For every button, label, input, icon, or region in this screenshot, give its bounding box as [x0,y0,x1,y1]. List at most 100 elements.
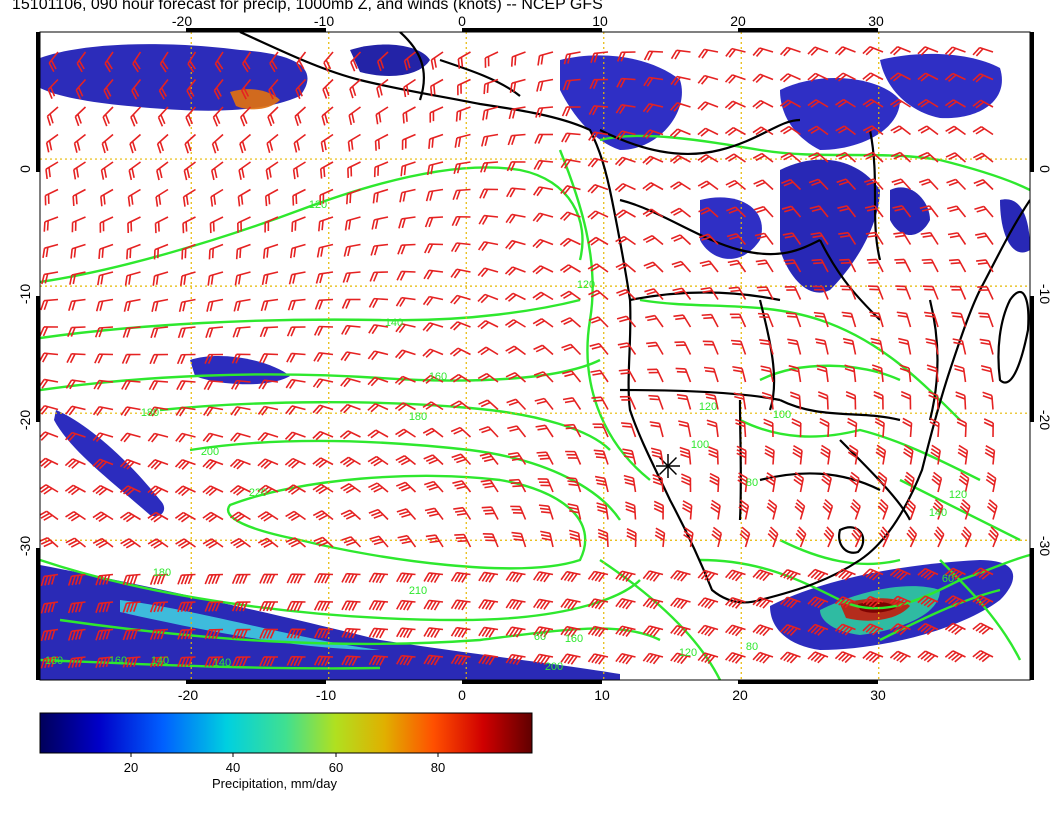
barb-feather [821,444,831,452]
wind-barb [148,380,169,391]
wind-barb [815,338,829,355]
wind-barb [669,128,691,138]
wind-barb [678,420,692,438]
barb-feather [735,627,743,637]
barb-feather [594,600,602,609]
barb-shaft [814,46,829,53]
barb-feather [896,311,907,315]
wind-barb [537,478,554,493]
barb-feather [675,344,686,347]
barb-feather [423,572,430,582]
wind-barb [822,498,834,520]
barb-feather [953,364,964,369]
barb-feather [948,569,957,577]
barb-feather [564,373,575,378]
barb-feather [176,380,183,391]
wind-barb [728,286,747,300]
barb-feather [160,656,166,667]
barb-feather [786,626,795,635]
wind-barb [701,313,719,328]
wind-barb [340,483,361,494]
wind-barb [674,341,692,355]
top-lon-label: 0 [458,13,466,29]
wind-barb [480,479,499,493]
barb-feather [92,485,102,493]
barb-feather [560,571,568,581]
barb-feather [646,626,654,636]
barb-feather [872,655,881,663]
barb-feather [701,49,709,59]
barb-shaft [158,79,169,92]
barb-feather [455,216,461,227]
wind-barb [450,373,471,383]
wind-barb [237,188,251,207]
barb-feather [71,488,80,496]
barb-shaft [714,395,719,410]
barb-feather [755,625,764,634]
barb-feather [481,428,492,434]
barb-feather [700,209,711,215]
barb-feather [697,75,706,84]
barb-feather [450,373,460,381]
barb-feather [700,598,709,608]
barb-feather [975,232,986,236]
barb-feather [907,529,916,539]
barb-feather [707,572,716,582]
barb-feather [396,572,403,583]
barb-feather [180,657,186,667]
wind-barb [807,651,829,664]
bottom-lon-label: -20 [178,687,198,703]
wind-barb [752,126,774,136]
barb-shaft [682,314,692,328]
barb-feather [649,572,657,581]
barb-feather [262,574,269,584]
barb-feather [925,314,936,318]
barb-feather [239,143,244,154]
barb-feather [697,101,706,110]
colorbar-gradient [39,712,533,754]
barb-feather [453,269,461,279]
barb-feather [454,242,461,253]
barb-feather [764,452,774,459]
wind-barb [930,444,941,465]
barb-feather [184,574,190,585]
wind-barb [616,77,636,88]
barb-feather [645,157,654,166]
barb-feather [540,530,551,535]
barb-feather [234,380,241,390]
barb-feather [480,401,491,408]
wind-barb [868,285,884,300]
wind-barb [202,511,224,523]
wind-barb [889,650,911,663]
barb-feather [590,53,595,64]
barb-feather [769,526,779,535]
barb-shaft [732,74,746,81]
barb-feather [205,486,215,495]
wind-barb [100,188,114,207]
wind-barb [862,45,884,56]
barb-feather [262,353,269,364]
barb-shaft [318,628,334,631]
barb-feather [102,629,107,640]
barb-feather [102,602,107,613]
barb-shaft [742,395,747,410]
barb-feather [285,537,296,543]
barb-feather [736,452,747,459]
barb-feather [672,287,683,292]
wind-barb [591,396,609,410]
barb-feather [785,262,796,265]
barb-feather [177,513,187,521]
wind-barb [180,271,196,286]
wind-barb [73,133,86,153]
barb-feather [511,508,522,511]
barb-feather [155,274,159,285]
barb-feather [399,537,410,542]
barb-shaft [824,340,829,355]
barb-feather [626,528,637,534]
barb-feather [75,194,78,205]
barb-feather [459,110,462,121]
barb-feather [375,628,382,639]
barb-shaft [264,458,279,466]
barb-shaft [762,206,774,218]
barb-shaft [844,151,857,163]
